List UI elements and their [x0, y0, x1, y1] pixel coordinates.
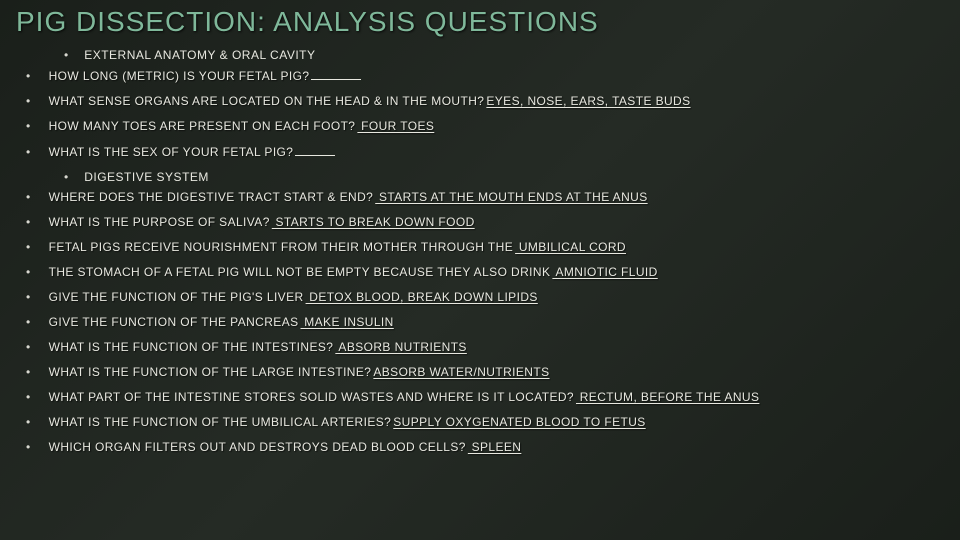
question-prompt: WHAT IS THE FUNCTION OF THE LARGE INTEST…	[49, 365, 372, 379]
question-row: • WHAT IS THE FUNCTION OF THE LARGE INTES…	[16, 365, 944, 379]
answer-text: ABSORB WATER/NUTRIENTS	[373, 365, 549, 379]
bullet-icon: •	[26, 440, 31, 454]
question-text: WHAT IS THE FUNCTION OF THE INTESTINES? …	[49, 340, 467, 354]
answer-text: RECTUM, BEFORE THE ANUS	[576, 390, 759, 404]
question-row: • WHAT PART OF THE INTESTINE STORES SOLID…	[16, 390, 944, 404]
answer-text: EYES, NOSE, EARS, TASTE BUDS	[486, 94, 690, 108]
question-prompt: WHAT IS THE FUNCTION OF THE INTESTINES?	[49, 340, 334, 354]
question-row: • WHAT SENSE ORGANS ARE LOCATED ON THE HE…	[16, 94, 944, 108]
answer-text: SUPPLY OXYGENATED BLOOD TO FETUS	[393, 415, 645, 429]
question-text: GIVE THE FUNCTION OF THE PANCREAS MAKE I…	[49, 315, 394, 329]
question-prompt: WHAT PART OF THE INTESTINE STORES SOLID …	[49, 390, 574, 404]
question-prompt: WHICH ORGAN FILTERS OUT AND DESTROYS DEA…	[49, 440, 466, 454]
bullet-icon: •	[26, 340, 31, 354]
section-label: DIGESTIVE SYSTEM	[84, 170, 209, 184]
question-prompt: WHAT IS THE FUNCTION OF THE UMBILICAL AR…	[49, 415, 392, 429]
question-prompt: WHAT SENSE ORGANS ARE LOCATED ON THE HEA…	[49, 94, 485, 108]
question-prompt: GIVE THE FUNCTION OF THE PANCREAS	[49, 315, 299, 329]
answer-text: FOUR TOES	[357, 119, 434, 133]
bullet-icon: •	[26, 265, 31, 279]
question-row: • HOW MANY TOES ARE PRESENT ON EACH FOOT?…	[16, 119, 944, 133]
question-text: THE STOMACH OF A FETAL PIG WILL NOT BE E…	[49, 265, 658, 279]
question-prompt: HOW LONG (METRIC) IS YOUR FETAL PIG?	[49, 69, 310, 83]
answer-text: MAKE INSULIN	[301, 315, 394, 329]
answer-text: UMBILICAL CORD	[515, 240, 626, 254]
bullet-icon: •	[26, 390, 31, 404]
question-prompt: GIVE THE FUNCTION OF THE PIG'S LIVER	[49, 290, 304, 304]
bullet-icon: •	[26, 240, 31, 254]
question-text: WHICH ORGAN FILTERS OUT AND DESTROYS DEA…	[49, 440, 522, 454]
answer-text: SPLEEN	[468, 440, 522, 454]
bullet-icon: •	[26, 215, 31, 229]
question-text: HOW MANY TOES ARE PRESENT ON EACH FOOT? …	[49, 119, 435, 133]
page-title: PIG DISSECTION: ANALYSIS QUESTIONS	[16, 6, 944, 38]
section-header: • EXTERNAL ANATOMY & ORAL CAVITY	[64, 48, 944, 62]
question-row: • WHERE DOES THE DIGESTIVE TRACT START & …	[16, 190, 944, 204]
question-row: • WHAT IS THE PURPOSE OF SALIVA? STARTS T…	[16, 215, 944, 229]
question-text: WHAT IS THE FUNCTION OF THE LARGE INTEST…	[49, 365, 550, 379]
section-label: EXTERNAL ANATOMY & ORAL CAVITY	[84, 48, 315, 62]
bullet-icon: •	[26, 69, 31, 83]
question-prompt: WHERE DOES THE DIGESTIVE TRACT START & E…	[49, 190, 374, 204]
question-text: WHAT PART OF THE INTESTINE STORES SOLID …	[49, 390, 760, 404]
question-text: WHAT IS THE FUNCTION OF THE UMBILICAL AR…	[49, 415, 646, 429]
bullet-icon: •	[26, 119, 31, 133]
bullet-icon: •	[26, 190, 31, 204]
question-prompt: THE STOMACH OF A FETAL PIG WILL NOT BE E…	[49, 265, 551, 279]
question-row: • GIVE THE FUNCTION OF THE PIG'S LIVER DE…	[16, 290, 944, 304]
question-text: HOW LONG (METRIC) IS YOUR FETAL PIG?	[49, 68, 362, 83]
answer-blank	[295, 144, 335, 156]
question-text: WHAT IS THE SEX OF YOUR FETAL PIG?	[49, 144, 336, 159]
answer-text: ABSORB NUTRIENTS	[335, 340, 467, 354]
bullet-icon: •	[64, 170, 68, 184]
question-text: FETAL PIGS RECEIVE NOURISHMENT FROM THEI…	[49, 240, 626, 254]
question-row: • WHICH ORGAN FILTERS OUT AND DESTROYS DE…	[16, 440, 944, 454]
question-text: WHAT IS THE PURPOSE OF SALIVA? STARTS TO…	[49, 215, 475, 229]
question-prompt: WHAT IS THE SEX OF YOUR FETAL PIG?	[49, 145, 294, 159]
question-row: • WHAT IS THE FUNCTION OF THE INTESTINES?…	[16, 340, 944, 354]
question-text: WHERE DOES THE DIGESTIVE TRACT START & E…	[49, 190, 648, 204]
section-header: • DIGESTIVE SYSTEM	[64, 170, 944, 184]
bullet-icon: •	[26, 415, 31, 429]
answer-text: STARTS TO BREAK DOWN FOOD	[272, 215, 475, 229]
content-area: • EXTERNAL ANATOMY & ORAL CAVITY • HOW LONG…	[16, 48, 944, 454]
question-row: • FETAL PIGS RECEIVE NOURISHMENT FROM THE…	[16, 240, 944, 254]
question-row: • THE STOMACH OF A FETAL PIG WILL NOT BE …	[16, 265, 944, 279]
bullet-icon: •	[26, 290, 31, 304]
question-text: WHAT SENSE ORGANS ARE LOCATED ON THE HEA…	[49, 94, 691, 108]
bullet-icon: •	[26, 94, 31, 108]
question-prompt: FETAL PIGS RECEIVE NOURISHMENT FROM THEI…	[49, 240, 513, 254]
bullet-icon: •	[64, 48, 68, 62]
question-text: GIVE THE FUNCTION OF THE PIG'S LIVER DET…	[49, 290, 538, 304]
bullet-icon: •	[26, 365, 31, 379]
question-row: • GIVE THE FUNCTION OF THE PANCREAS MAKE …	[16, 315, 944, 329]
bullet-icon: •	[26, 315, 31, 329]
answer-blank	[311, 68, 361, 80]
question-row: • HOW LONG (METRIC) IS YOUR FETAL PIG?	[16, 68, 944, 83]
question-row: • WHAT IS THE SEX OF YOUR FETAL PIG?	[16, 144, 944, 159]
question-prompt: HOW MANY TOES ARE PRESENT ON EACH FOOT?	[49, 119, 356, 133]
question-row: • WHAT IS THE FUNCTION OF THE UMBILICAL A…	[16, 415, 944, 429]
question-prompt: WHAT IS THE PURPOSE OF SALIVA?	[49, 215, 270, 229]
answer-text: STARTS AT THE MOUTH ENDS AT THE ANUS	[375, 190, 647, 204]
answer-text: AMNIOTIC FLUID	[552, 265, 657, 279]
bullet-icon: •	[26, 145, 31, 159]
answer-text: DETOX BLOOD, BREAK DOWN LIPIDS	[306, 290, 538, 304]
